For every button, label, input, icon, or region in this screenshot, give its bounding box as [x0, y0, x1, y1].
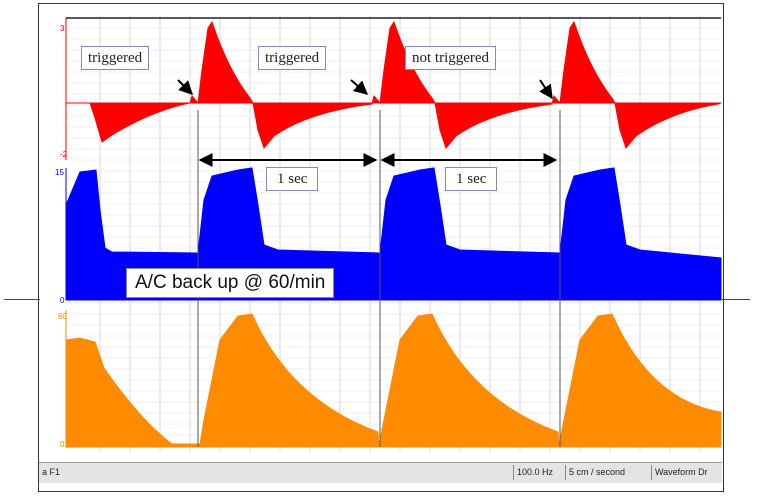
status-separator: [651, 465, 652, 480]
volume-waveform: [65, 313, 722, 448]
status-mode: Waveform Dr: [655, 467, 708, 477]
triggered-label-1: triggered: [81, 46, 150, 70]
not-triggered-label: not triggered: [405, 46, 497, 70]
right-divider-line: [722, 299, 750, 300]
mid-axis-max-label: 15: [55, 168, 64, 177]
pressure-waveform: [66, 20, 722, 150]
trigger-pointer-arrow: [539, 79, 553, 100]
top-axis-min-label: -2: [60, 150, 68, 159]
mid-axis-min-label: 0: [60, 296, 65, 305]
mode-banner: A/C back up @ 60/min: [126, 268, 335, 298]
interval-label-1: 1 sec: [266, 167, 319, 191]
trigger-pointer-arrow: [350, 79, 369, 95]
status-separator: [513, 465, 514, 480]
left-divider-line: [4, 299, 40, 300]
interval-label-2: 1 sec: [445, 167, 498, 191]
status-sample-rate: 100.0 Hz: [517, 467, 554, 477]
triggered-label-2: triggered: [258, 46, 327, 70]
status-sweep-speed: 5 cm / second: [569, 467, 626, 477]
status-bar: a F1 100.0 Hz 5 cm / second Waveform Dr: [39, 462, 722, 483]
trigger-pointer-arrow: [177, 79, 193, 95]
bottom-axis-min-label: 0: [60, 440, 65, 449]
top-axis-max-label: 3: [60, 24, 65, 33]
flow-waveform: [65, 167, 722, 301]
status-channel: a F1: [42, 467, 61, 477]
bottom-axis-max-label: 60: [58, 312, 67, 321]
status-separator: [565, 465, 566, 480]
